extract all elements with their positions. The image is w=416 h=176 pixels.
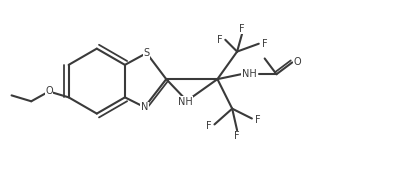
Text: NH: NH <box>242 69 256 79</box>
Text: F: F <box>234 131 240 141</box>
Text: F: F <box>217 35 222 45</box>
Text: S: S <box>144 48 150 58</box>
Text: O: O <box>293 57 301 67</box>
Text: N: N <box>141 102 148 112</box>
Text: F: F <box>262 39 267 49</box>
Text: F: F <box>206 121 211 131</box>
Text: F: F <box>239 24 245 34</box>
Text: F: F <box>255 115 260 125</box>
Text: O: O <box>45 86 53 96</box>
Text: NH: NH <box>178 97 192 107</box>
